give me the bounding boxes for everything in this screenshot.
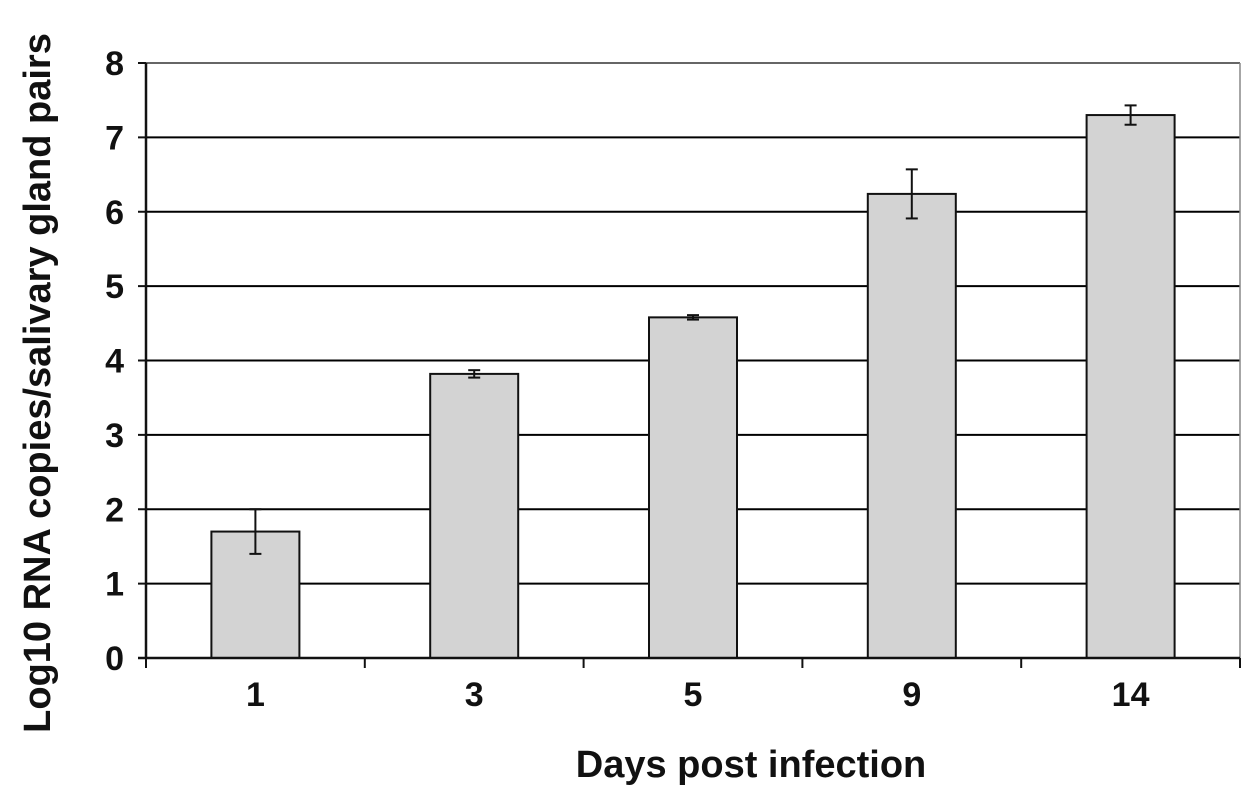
y-tick-label: 3 (105, 417, 124, 455)
x-tick-label: 5 (684, 676, 703, 714)
error-bars (249, 104, 1137, 555)
x-tick-label: 14 (1112, 676, 1150, 714)
y-tick-label: 2 (105, 491, 124, 529)
y-tick-label: 7 (105, 119, 124, 157)
bar-3 (429, 372, 520, 659)
bar-9 (866, 192, 957, 659)
y-tick-label: 1 (105, 566, 124, 604)
y-tick-label: 0 (105, 640, 124, 678)
y-tick-label: 8 (105, 45, 124, 83)
x-tick-label: 9 (902, 676, 921, 714)
y-tick-label: 4 (105, 343, 124, 381)
plot-frame (146, 62, 1241, 658)
axes (138, 62, 1241, 668)
y-tick-label: 5 (105, 268, 124, 306)
y-tick-label: 6 (105, 194, 124, 232)
y-tick-labels: 0 1 2 3 4 5 6 7 8 (105, 45, 124, 678)
bar-5 (648, 316, 738, 659)
x-tick-label: 1 (246, 676, 265, 714)
y-axis-title: Log10 RNA copies/salivary gland pairs (17, 33, 59, 733)
x-tick-label: 3 (465, 676, 484, 714)
x-tick-labels: 1 3 5 9 14 (246, 676, 1150, 714)
bars (210, 114, 1176, 659)
x-axis-title: Days post infection (576, 744, 927, 786)
bar-14 (1085, 114, 1176, 659)
